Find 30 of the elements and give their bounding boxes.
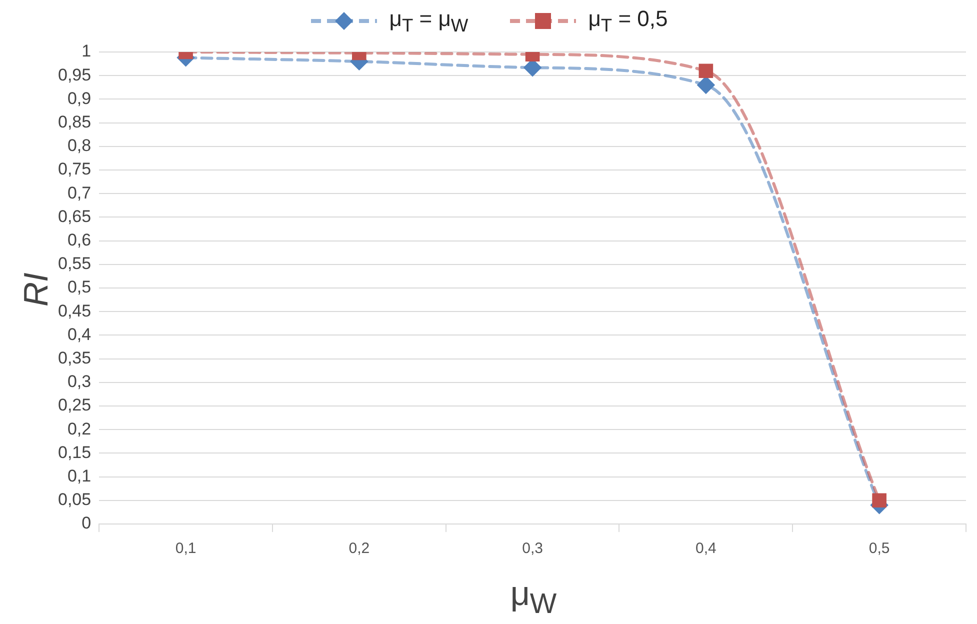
y-tick-label: 0,7 <box>67 183 92 202</box>
y-tick-label: 0,25 <box>58 396 92 415</box>
x-tick-label: 0,2 <box>348 540 370 558</box>
y-tick-label: 0,85 <box>58 112 92 132</box>
y-tick-label: 0 <box>82 514 92 533</box>
y-tick-label: 0,35 <box>58 348 92 368</box>
y-tick-label: 0,1 <box>67 466 92 486</box>
y-tick-label: 0,45 <box>58 301 92 320</box>
x-tick-label: 0,4 <box>695 540 716 558</box>
legend-label: μ$_{T}$ = μ$_{W}$ <box>389 6 468 36</box>
y-tick-label: 0,05 <box>58 490 92 510</box>
x-axis-title: μ$_{W}$ <box>509 575 558 621</box>
y-tick-label: 0,2 <box>67 419 92 438</box>
y-tick-label: 0,75 <box>58 160 92 179</box>
y-tick-label: 1 <box>82 42 92 61</box>
y-tick-label: 0,65 <box>58 206 92 226</box>
y-tick-label: 0,9 <box>67 88 92 108</box>
y-tick-label: 0,15 <box>58 442 92 462</box>
y-tick-label: 0,5 <box>67 278 92 297</box>
x-tick-label: 0,5 <box>868 540 890 558</box>
legend-label: μ$_{T}$ = 0,5 <box>588 6 668 36</box>
x-tick-label: 0,1 <box>175 540 196 558</box>
x-tick-label: 0,3 <box>522 540 543 558</box>
y-tick-label: 0,8 <box>67 136 92 156</box>
y-tick-label: 0,95 <box>58 65 92 84</box>
y-tick-label: 0,6 <box>67 230 92 250</box>
y-tick-label: 0,3 <box>67 372 92 392</box>
y-axis-title: RI <box>18 272 56 306</box>
y-tick-label: 0,55 <box>58 254 92 274</box>
y-tick-label: 0,4 <box>67 324 92 344</box>
